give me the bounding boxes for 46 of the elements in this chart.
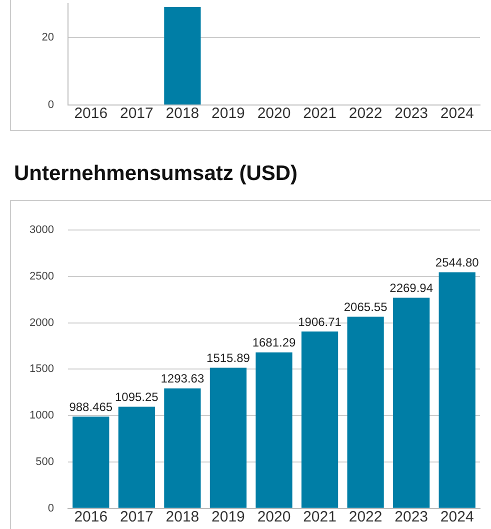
data-label: 1681.29 <box>252 336 296 350</box>
data-label: 1293.63 <box>160 372 204 386</box>
x-tick-label: 2021 <box>303 508 336 526</box>
x-tick-label: 2017 <box>120 508 154 526</box>
chart-title: Unternehmensumsatz (USD) <box>14 162 298 186</box>
data-label: 1515.89 <box>206 351 250 366</box>
data-label: 2544.80 <box>435 256 480 270</box>
data-label: 1906.71 <box>298 314 342 329</box>
x-tick-label: 2023 <box>394 508 428 526</box>
y-tick-label: 0 <box>48 502 54 514</box>
y-tick-label: 1500 <box>30 363 54 376</box>
y-tick-label: 500 <box>36 456 54 468</box>
y-tick-label: 2500 <box>30 270 54 282</box>
data-label: 988.465 <box>69 400 113 414</box>
x-tick-label: 2024 <box>440 105 474 122</box>
y-tick-label: 0 <box>48 99 54 112</box>
bar <box>347 316 384 508</box>
x-tick-label: 2021 <box>303 105 336 122</box>
x-tick-label: 2016 <box>74 508 108 526</box>
bar <box>72 416 110 508</box>
x-tick-label: 2018 <box>166 105 200 122</box>
x-tick-label: 2018 <box>166 508 200 526</box>
x-tick-label: 2019 <box>212 105 245 122</box>
x-tick-label: 2016 <box>74 105 108 122</box>
bar <box>164 388 201 508</box>
bar <box>393 298 430 508</box>
data-label: 1095.25 <box>114 390 159 404</box>
data-label: 2065.55 <box>344 300 388 314</box>
bar <box>118 406 155 508</box>
y-tick-label: 3000 <box>30 224 54 236</box>
x-tick-label: 2023 <box>394 105 428 122</box>
x-tick-label: 2019 <box>212 508 245 526</box>
x-tick-label: 2024 <box>440 508 474 526</box>
data-label: 2269.94 <box>390 281 434 296</box>
bar <box>301 331 338 508</box>
bar <box>438 272 476 508</box>
y-tick-label: 1000 <box>30 410 54 422</box>
y-tick-label: 20 <box>42 31 54 44</box>
y-tick-label: 2000 <box>30 316 54 329</box>
bar <box>256 352 292 508</box>
x-tick-label: 2022 <box>348 508 382 526</box>
x-tick-label: 2022 <box>348 105 382 122</box>
x-tick-label: 2020 <box>257 508 291 526</box>
x-tick-label: 2020 <box>257 105 291 122</box>
bar <box>210 368 247 508</box>
x-tick-label: 2017 <box>120 105 154 122</box>
